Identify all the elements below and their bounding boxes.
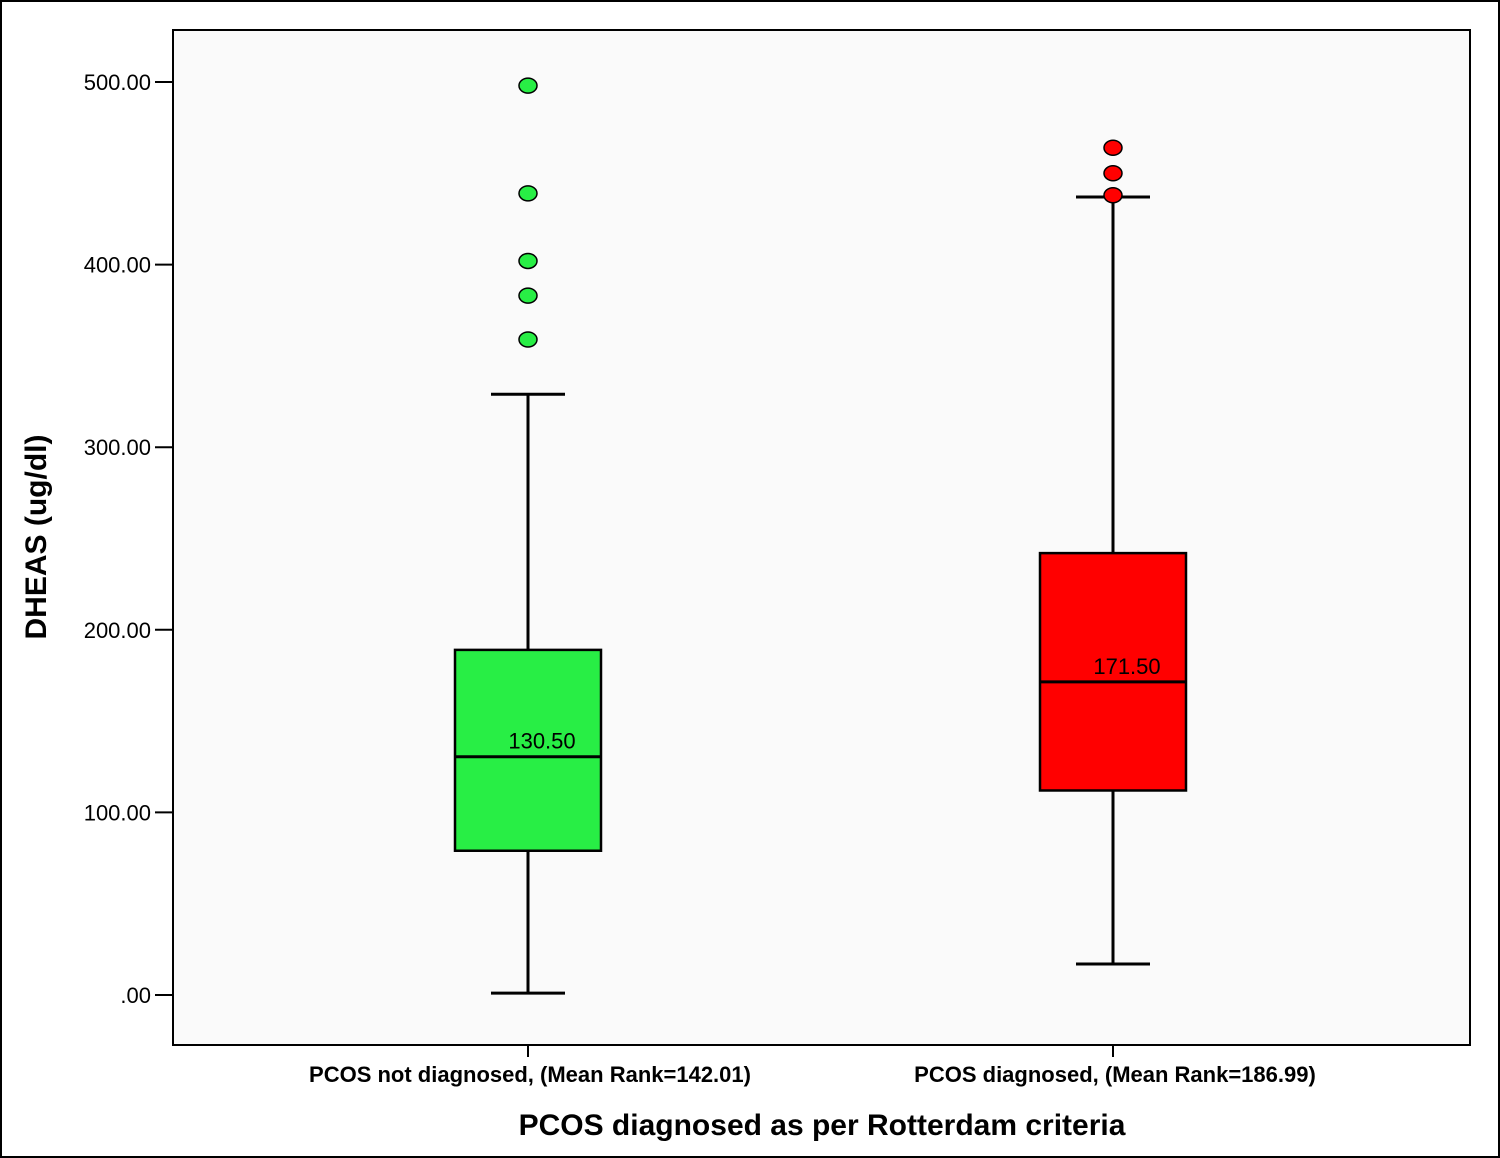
x-tick-label: PCOS not diagnosed, (Mean Rank=142.01) [309, 1062, 751, 1087]
plot-area [172, 29, 1471, 1046]
outlier-point [518, 77, 538, 94]
outlier-point [518, 185, 538, 202]
y-tick-label: 500.00 [84, 70, 151, 95]
median-label: 171.50 [1093, 654, 1160, 679]
x-axis: PCOS not diagnosed, (Mean Rank=142.01) PC… [309, 1045, 1316, 1087]
box-group: 130.50 [453, 77, 603, 995]
median-label: 130.50 [508, 729, 575, 754]
y-tick-label: .00 [120, 983, 151, 1008]
y-tick-label: 300.00 [84, 435, 151, 460]
outlier-point [518, 252, 538, 270]
x-axis-title: PCOS diagnosed as per Rotterdam criteria [519, 1109, 1126, 1142]
y-tick-label: 200.00 [84, 618, 151, 643]
y-tick-label: 100.00 [84, 800, 151, 825]
outlier-point [1103, 165, 1123, 182]
iqr-box [1038, 551, 1188, 792]
outlier-point [1103, 139, 1123, 156]
box-group: 171.50 [1038, 139, 1188, 966]
y-axis-title: DHEAS (ug/dl) [20, 435, 53, 640]
outlier-point [1103, 186, 1123, 204]
y-tick-label: 400.00 [84, 253, 151, 278]
x-tick-label: PCOS diagnosed, (Mean Rank=186.99) [914, 1062, 1316, 1087]
iqr-box [453, 648, 603, 852]
outlier-point [518, 287, 538, 304]
outlier-point [518, 331, 538, 348]
y-axis: .00 100.00 200.00 300.00 400.00 500.00 [84, 70, 173, 1008]
boxes: 130.50 171.50 [453, 77, 1188, 995]
